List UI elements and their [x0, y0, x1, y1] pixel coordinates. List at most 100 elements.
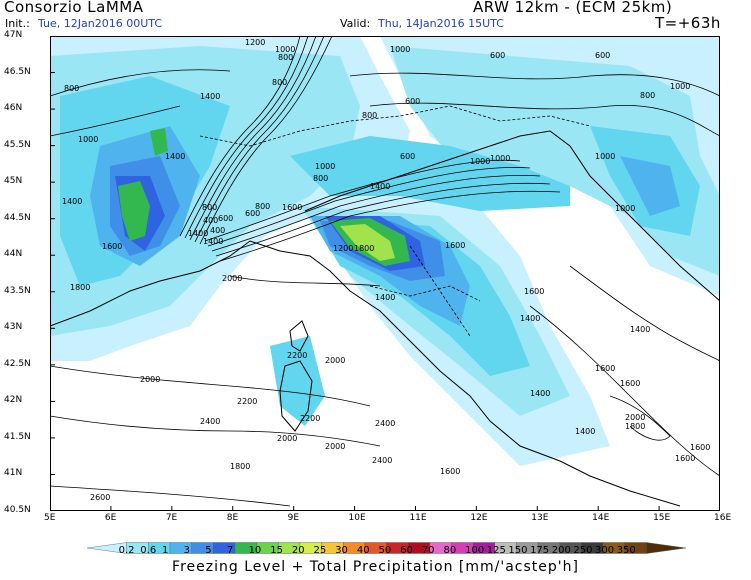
lon-label: 15E [653, 513, 671, 523]
contour-label: 600 [595, 51, 610, 60]
contour-label: 600 [218, 214, 233, 223]
contour-label: 1200 [333, 244, 353, 253]
lat-label: 45N [4, 176, 23, 187]
contour-label: 1000 [78, 135, 98, 144]
contour-label: 2400 [372, 456, 392, 465]
contour-label: 2600 [90, 493, 110, 502]
contour-label: 2200 [287, 351, 307, 360]
lat-label: 41.5N [4, 431, 31, 442]
contour-label: 1600 [445, 241, 465, 250]
contour-label: 1000 [490, 154, 510, 163]
precipitation-map: 1200 1000 800 800 1000 800 600 600 1000 … [50, 36, 720, 511]
contour-label: 1400 [203, 237, 223, 246]
lat-label: 42.5N [4, 358, 31, 369]
contour-label: 1000 [315, 162, 335, 171]
lat-label: 45.5N [4, 139, 31, 150]
colorbar-tick-label: 150 [508, 545, 528, 556]
contour-label: 1400 [62, 197, 82, 206]
colorbar-tick-label: 15 [270, 545, 283, 556]
longitude-ticks [50, 506, 720, 511]
lat-label: 46.5N [4, 66, 31, 77]
colorbar-tick-label: 125 [486, 545, 506, 556]
colorbar-tick-label: 10 [248, 545, 262, 556]
contour-label: 1000 [615, 204, 635, 213]
org-title: Consorzio LaMMA [4, 0, 144, 16]
contour-label: 400 [203, 216, 218, 225]
contour-label: 2000 [325, 442, 345, 451]
contour-label: 1600 [524, 287, 544, 296]
lon-label: 5E [44, 513, 56, 523]
contour-label: 2400 [375, 419, 395, 428]
contour-label: 800 [272, 78, 287, 87]
contour-label: 600 [400, 152, 415, 161]
colorbar-tick-label: 20 [291, 545, 305, 556]
freezing-level-contours [50, 36, 720, 507]
colorbar-tick-label: 200 [551, 545, 571, 556]
contour-label: 1600 [102, 242, 122, 251]
contour-label: 800 [255, 202, 270, 211]
colorbar-tick-label: 40 [356, 545, 370, 556]
contour-label: 800 [640, 91, 655, 100]
contour-label: 1200 [245, 38, 265, 47]
lat-label: 40.5N [4, 505, 31, 515]
contour-label: 1000 [595, 152, 615, 161]
contour-label: 1400 [630, 325, 650, 334]
contour-label: 1400 [370, 182, 390, 191]
lat-label: 43.5N [4, 285, 31, 296]
lon-label: 11E [409, 513, 427, 523]
contour-label: 1400 [575, 427, 595, 436]
colorbar-tick-label: 50 [378, 545, 392, 556]
contour-label: 1400 [375, 293, 395, 302]
contour-label: 1000 [275, 45, 295, 54]
contour-label: 600 [405, 97, 420, 106]
contour-label: 1000 [670, 82, 690, 91]
colorbar-tick-label: 25 [313, 545, 327, 556]
colorbar-swatch [646, 542, 687, 554]
contour-label: 1600 [620, 379, 640, 388]
colorbar-tick-label: 1 [161, 545, 169, 556]
colorbar-tick-label: 300 [595, 545, 615, 556]
lat-label: 44.5N [4, 212, 31, 223]
colorbar-tick-label: 7 [226, 545, 234, 556]
contour-label: 2000 [140, 375, 160, 384]
model-title: ARW 12km - (ECM 25km) [473, 0, 673, 16]
lon-label: 12E [470, 513, 488, 523]
precipitation-field [50, 36, 720, 466]
colorbar-tick-label: 3 [183, 545, 190, 556]
lat-label: 41N [4, 468, 23, 479]
lon-label: 10E [348, 513, 366, 523]
colorbar-tick-label: 0.6 [140, 545, 157, 556]
colorbar-tick-label: 100 [465, 545, 485, 556]
contour-label: 1400 [200, 92, 220, 101]
lon-label: 16E [714, 513, 732, 523]
valid-label: Valid: [340, 17, 371, 30]
contour-label: 2000 [325, 356, 345, 365]
colorbar-tick-label: 30 [335, 545, 348, 556]
colorbar-swatches [86, 542, 687, 554]
contour-label: 1600 [690, 443, 710, 452]
contour-label: 1400 [530, 389, 550, 398]
contour-label: 2000 [277, 434, 297, 443]
contour-label: 1800 [354, 244, 374, 253]
contour-label: 2000 [625, 413, 645, 422]
lead-time: T=+63h [655, 14, 721, 32]
lon-label: 6E [104, 513, 117, 523]
contour-label: 1600 [282, 203, 302, 212]
contour-label: 1400 [520, 314, 540, 323]
contour-label: 1400 [165, 152, 185, 161]
colorbar-tick-label: 250 [573, 545, 593, 556]
contour-label: 1600 [675, 454, 695, 463]
lat-label: 46N [4, 103, 23, 114]
contour-label: 1400 [188, 229, 208, 238]
contour-label: 800 [362, 111, 377, 120]
colorbar-tick-label: 0.2 [118, 545, 135, 556]
init-value: Tue, 12Jan2016 00UTC [38, 17, 163, 30]
valid-value: Thu, 14Jan2016 15UTC [378, 17, 504, 30]
contour-label: 1600 [440, 467, 460, 476]
contour-labels: 1200 1000 800 800 1000 800 600 600 1000 … [62, 38, 710, 502]
header: Consorzio LaMMA ARW 12km - (ECM 25km) In… [0, 0, 751, 36]
lat-label: 43N [4, 322, 23, 333]
latitude-ticks [50, 36, 55, 511]
lon-label: 14E [592, 513, 610, 523]
coastline [50, 130, 720, 507]
